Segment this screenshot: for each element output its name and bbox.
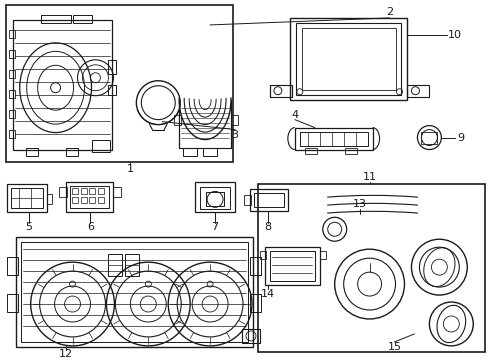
Bar — [250, 294, 261, 312]
Bar — [302, 28, 395, 90]
Bar — [113, 188, 122, 197]
Bar — [300, 131, 368, 145]
Bar — [7, 294, 18, 312]
Bar — [258, 184, 485, 352]
Bar — [242, 329, 260, 343]
Bar — [270, 251, 315, 281]
Bar — [9, 110, 15, 118]
Bar — [11, 188, 43, 208]
Bar — [6, 5, 233, 162]
Bar — [47, 194, 51, 204]
Bar — [206, 192, 224, 206]
Bar — [9, 70, 15, 78]
Text: 4: 4 — [291, 110, 298, 120]
Bar — [108, 254, 122, 276]
Bar — [290, 18, 408, 100]
Bar — [183, 148, 197, 156]
Text: 1: 1 — [127, 165, 134, 175]
Bar — [265, 247, 320, 285]
Bar — [9, 50, 15, 58]
Bar — [296, 23, 401, 95]
Bar — [421, 131, 438, 144]
Bar — [244, 195, 251, 205]
Text: 5: 5 — [25, 222, 32, 232]
Bar — [200, 188, 230, 209]
Bar — [7, 184, 47, 212]
Bar — [108, 85, 117, 95]
Bar — [90, 197, 96, 203]
Bar — [305, 148, 317, 153]
Text: 10: 10 — [447, 30, 461, 40]
Bar — [320, 251, 326, 259]
Text: 9: 9 — [458, 132, 465, 143]
Bar — [13, 20, 112, 149]
Bar — [98, 188, 104, 194]
Bar — [72, 197, 77, 203]
Bar — [254, 193, 284, 207]
Bar — [25, 148, 38, 156]
Bar — [80, 188, 87, 194]
Text: 6: 6 — [87, 222, 94, 232]
Bar — [93, 140, 110, 152]
Bar — [80, 197, 87, 203]
Text: 11: 11 — [363, 172, 377, 183]
Bar — [16, 237, 253, 347]
Bar — [73, 15, 93, 23]
Bar — [260, 251, 266, 259]
Bar — [9, 90, 15, 98]
Bar — [250, 189, 288, 211]
Bar — [70, 186, 109, 208]
Bar — [66, 148, 77, 156]
Text: 3: 3 — [232, 130, 239, 140]
Bar — [231, 114, 238, 125]
Bar — [72, 188, 77, 194]
Bar — [250, 257, 261, 275]
Bar — [344, 148, 357, 153]
Bar — [125, 254, 139, 276]
Text: 8: 8 — [265, 222, 271, 232]
Bar — [108, 60, 117, 74]
Bar — [174, 114, 181, 125]
Bar — [9, 130, 15, 138]
Text: 15: 15 — [388, 342, 401, 352]
Text: 13: 13 — [353, 199, 367, 210]
Text: 2: 2 — [386, 7, 393, 17]
Bar — [195, 183, 235, 212]
Bar — [41, 15, 71, 23]
Text: 14: 14 — [261, 289, 275, 299]
Bar — [90, 188, 96, 194]
Bar — [408, 85, 429, 97]
Text: 7: 7 — [212, 222, 219, 232]
Bar — [295, 127, 372, 149]
Text: 12: 12 — [58, 349, 73, 359]
Bar — [66, 183, 113, 212]
Bar — [21, 242, 248, 342]
Bar — [203, 148, 217, 156]
Bar — [59, 188, 67, 197]
Bar — [7, 257, 18, 275]
Bar — [270, 85, 292, 97]
Bar — [98, 197, 104, 203]
Bar — [9, 30, 15, 38]
